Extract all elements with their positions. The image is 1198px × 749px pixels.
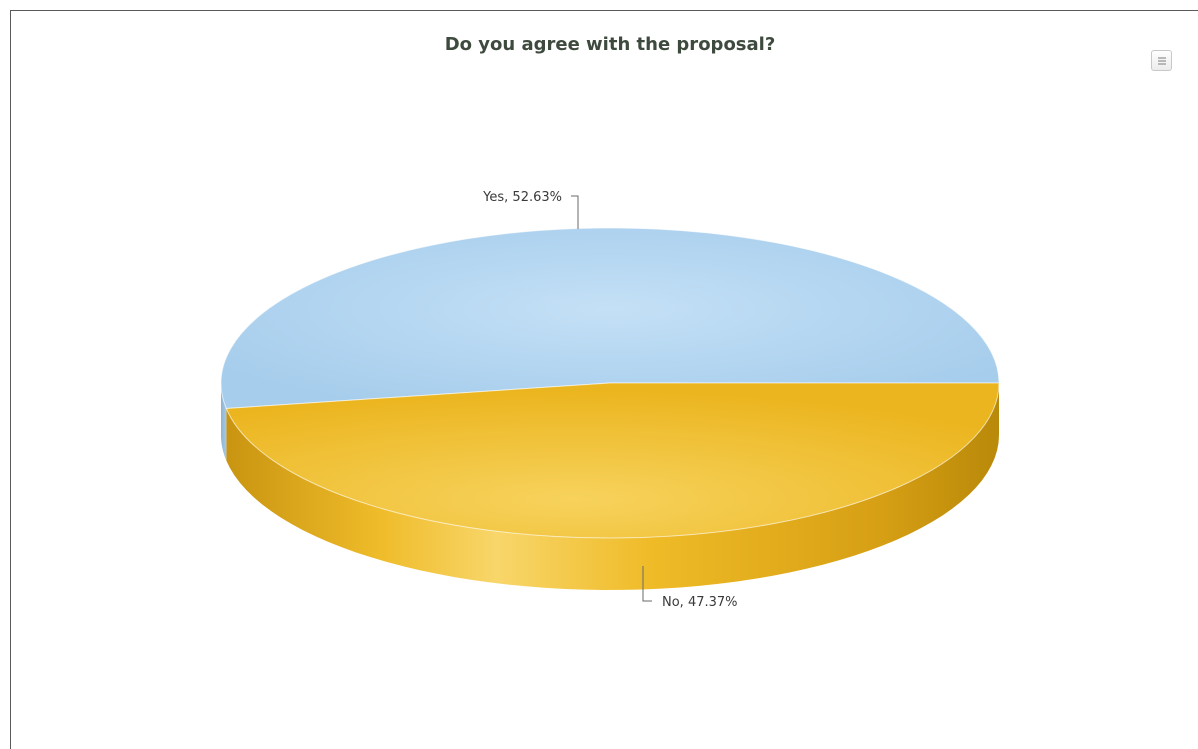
hamburger-menu-icon-bar [1158,60,1166,62]
pie-side-yes [221,383,227,461]
chart-menu-button[interactable] [1151,50,1172,71]
leader-line-no [642,566,652,602]
hamburger-menu-icon [1158,57,1166,59]
leader-line-yes [571,195,579,229]
pie-side-no [226,383,1000,590]
pie-slice-no[interactable] [225,382,1000,539]
pie-slice-yes[interactable] [220,227,1000,410]
chart-title: Do you agree with the proposal? [444,34,776,55]
data-label-no: No, 47.37% [662,595,738,610]
data-label-yes: Yes, 52.63% [482,190,562,205]
hamburger-menu-icon-bar [1158,63,1166,65]
